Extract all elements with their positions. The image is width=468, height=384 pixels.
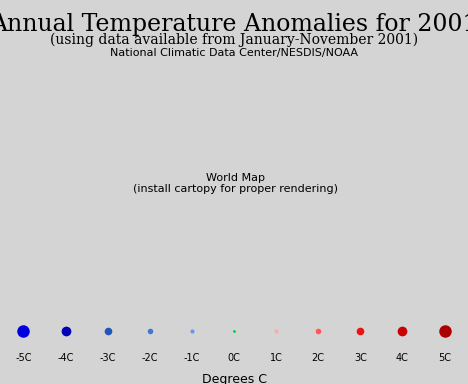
Text: 3C: 3C: [354, 353, 367, 364]
Text: -4C: -4C: [58, 353, 73, 364]
Text: (using data available from January-November 2001): (using data available from January-Novem…: [50, 33, 418, 47]
Text: 0C: 0C: [227, 353, 241, 364]
Text: 4C: 4C: [396, 353, 409, 364]
Text: World Map
(install cartopy for proper rendering): World Map (install cartopy for proper re…: [132, 172, 338, 194]
Text: Annual Temperature Anomalies for 2001: Annual Temperature Anomalies for 2001: [0, 13, 468, 36]
Text: -1C: -1C: [184, 353, 200, 364]
Text: -3C: -3C: [100, 353, 116, 364]
Text: National Climatic Data Center/NESDIS/NOAA: National Climatic Data Center/NESDIS/NOA…: [110, 48, 358, 58]
Text: 5C: 5C: [438, 353, 451, 364]
Text: 1C: 1C: [270, 353, 283, 364]
Text: -2C: -2C: [141, 353, 158, 364]
Text: -5C: -5C: [15, 353, 32, 364]
Text: Degrees C: Degrees C: [202, 373, 266, 384]
Text: 2C: 2C: [312, 353, 325, 364]
